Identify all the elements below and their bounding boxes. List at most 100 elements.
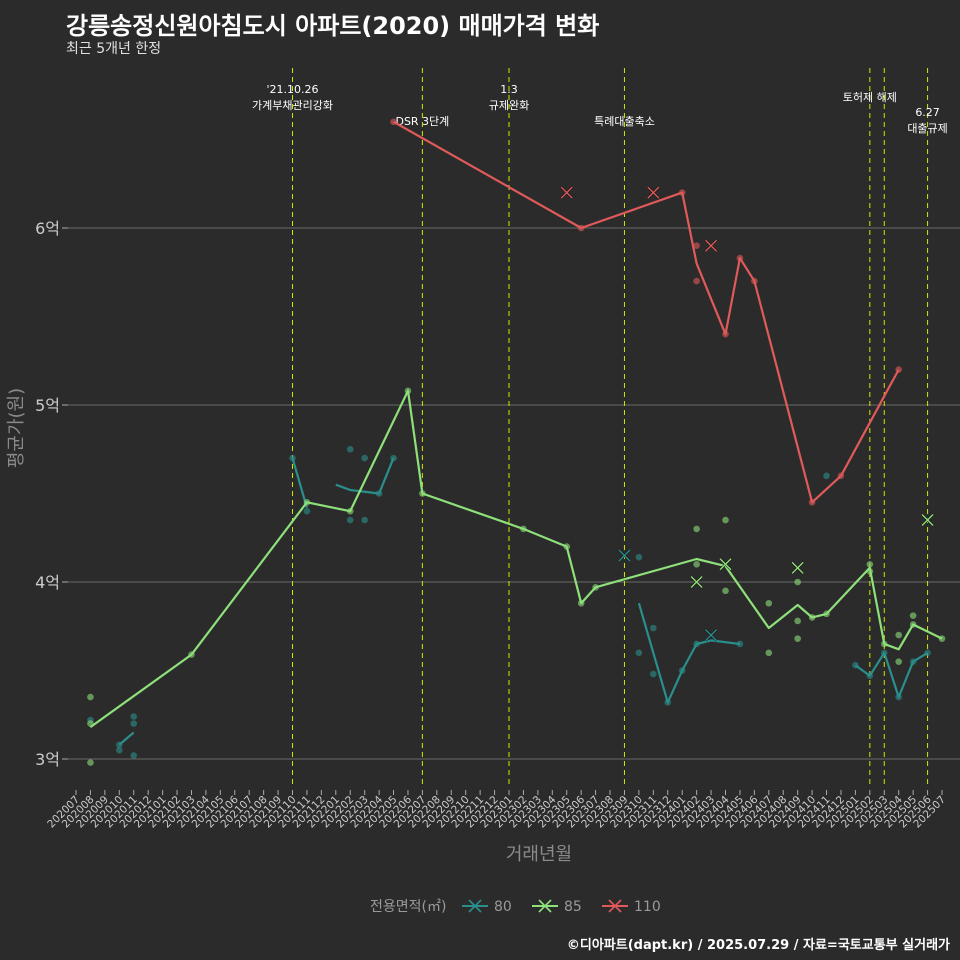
data-point-85 — [895, 631, 902, 639]
data-point-85 — [404, 387, 412, 395]
y-axis-title: 평균가(원) — [6, 388, 27, 468]
legend-item-85: 85 — [532, 899, 582, 915]
cross-stroke — [647, 186, 660, 199]
data-point-110 — [751, 277, 758, 285]
data-point-80 — [635, 553, 643, 561]
data-point-85 — [722, 516, 729, 524]
data-point-80 — [736, 640, 744, 648]
policy-annotation: 토허제 해제 — [843, 90, 897, 104]
gridlines — [66, 227, 960, 760]
data-point-85 — [765, 649, 773, 657]
cross-stroke — [560, 186, 573, 199]
series-line-80 — [335, 457, 395, 495]
data-point-80 — [289, 454, 296, 462]
data-point-80 — [895, 693, 902, 701]
data-point-80 — [650, 670, 657, 678]
y-tick-label: 6억 — [35, 219, 60, 238]
data-point-80 — [693, 640, 700, 648]
data-point-80 — [924, 649, 931, 657]
data-point-85 — [823, 610, 830, 618]
data-point-85 — [765, 599, 773, 607]
data-point-110 — [693, 277, 700, 285]
legend-label: 110 — [634, 899, 661, 915]
data-point-80 — [130, 752, 138, 759]
legend-label: 85 — [564, 899, 582, 915]
data-point-85 — [693, 525, 700, 533]
data-point-85 — [880, 640, 888, 648]
legend-title: 전용면적(㎡) — [370, 899, 446, 915]
cross-stroke — [705, 629, 718, 642]
cross-stroke — [618, 549, 631, 562]
legend-key-cross — [608, 899, 622, 913]
chart-title: 강릉송정신원아침도시 아파트(2020) 매매가격 변화 — [66, 12, 600, 40]
data-point-85 — [808, 614, 816, 621]
cross-stroke — [690, 576, 703, 588]
data-point-80 — [650, 624, 657, 632]
data-point-85 — [87, 693, 94, 701]
data-point-80 — [635, 649, 643, 657]
data-point-85 — [577, 599, 585, 607]
data-point-80 — [346, 516, 354, 524]
data-point-85 — [87, 720, 94, 727]
data-point-110 — [722, 330, 729, 338]
policy-annotation: 대출규제 — [907, 122, 947, 135]
data-point-80 — [866, 672, 874, 680]
cross-stroke — [921, 514, 934, 527]
data-point-80 — [390, 454, 397, 462]
data-point-80 — [130, 713, 138, 720]
axes: 3억4억5억6억20200720200820200920201020201120… — [6, 219, 948, 865]
cross-marker-85 — [719, 557, 732, 571]
cross-marker-85 — [690, 575, 703, 589]
series-line-110 — [392, 120, 900, 504]
data-point-85 — [419, 490, 426, 497]
data-point-85 — [693, 561, 700, 568]
data-point-85 — [909, 612, 917, 619]
cross-marker-85 — [791, 561, 805, 575]
data-point-110 — [678, 189, 686, 196]
cross-stroke — [705, 239, 718, 252]
cross-marker-110 — [704, 239, 718, 253]
cross-marker-80 — [704, 628, 718, 642]
policy-annotation: DSR 3단계 — [395, 115, 449, 128]
cross-marker-85 — [921, 513, 934, 527]
series-line-80 — [637, 602, 741, 704]
data-point-110 — [693, 242, 700, 249]
data-point-80 — [303, 507, 311, 515]
cross-stroke — [791, 561, 804, 574]
data-point-85 — [794, 578, 801, 586]
series-lines — [89, 120, 943, 746]
data-point-85 — [563, 543, 571, 550]
source-caption: ©디아파트(dapt.kr) / 2025.07.29 / 자료=국토교통부 실… — [566, 938, 950, 953]
data-point-85 — [866, 568, 874, 575]
policy-annotation: 가계부채관리강화 — [252, 99, 333, 112]
chart-subtitle: 최근 5개년 한정 — [66, 41, 162, 57]
data-point-80 — [852, 661, 859, 669]
data-point-110 — [577, 224, 585, 232]
data-point-80 — [823, 472, 830, 480]
legend: 전용면적(㎡) 80 85 110 — [370, 899, 661, 915]
data-point-80 — [361, 454, 368, 462]
data-points — [87, 118, 946, 766]
policy-annotation: '21.10.26 — [266, 83, 318, 96]
cross-marker-80 — [618, 549, 631, 562]
legend-key-cross — [468, 899, 482, 913]
data-point-110 — [895, 366, 902, 373]
data-point-80 — [130, 720, 138, 727]
cross-stroke — [719, 558, 732, 571]
data-point-85 — [866, 561, 874, 568]
data-point-85 — [592, 584, 599, 591]
legend-key-cross — [538, 899, 552, 913]
data-point-110 — [837, 472, 845, 480]
legend-label: 80 — [494, 899, 512, 915]
y-tick-label: 5억 — [35, 396, 60, 415]
data-point-85 — [346, 507, 354, 515]
y-tick-label: 4억 — [35, 573, 60, 592]
data-point-85 — [909, 621, 917, 628]
policy-annotation: 6.27 — [915, 106, 940, 119]
cross-marker-110 — [560, 186, 574, 199]
data-point-85 — [895, 658, 902, 665]
data-point-110 — [736, 254, 744, 262]
data-point-85 — [938, 635, 946, 642]
